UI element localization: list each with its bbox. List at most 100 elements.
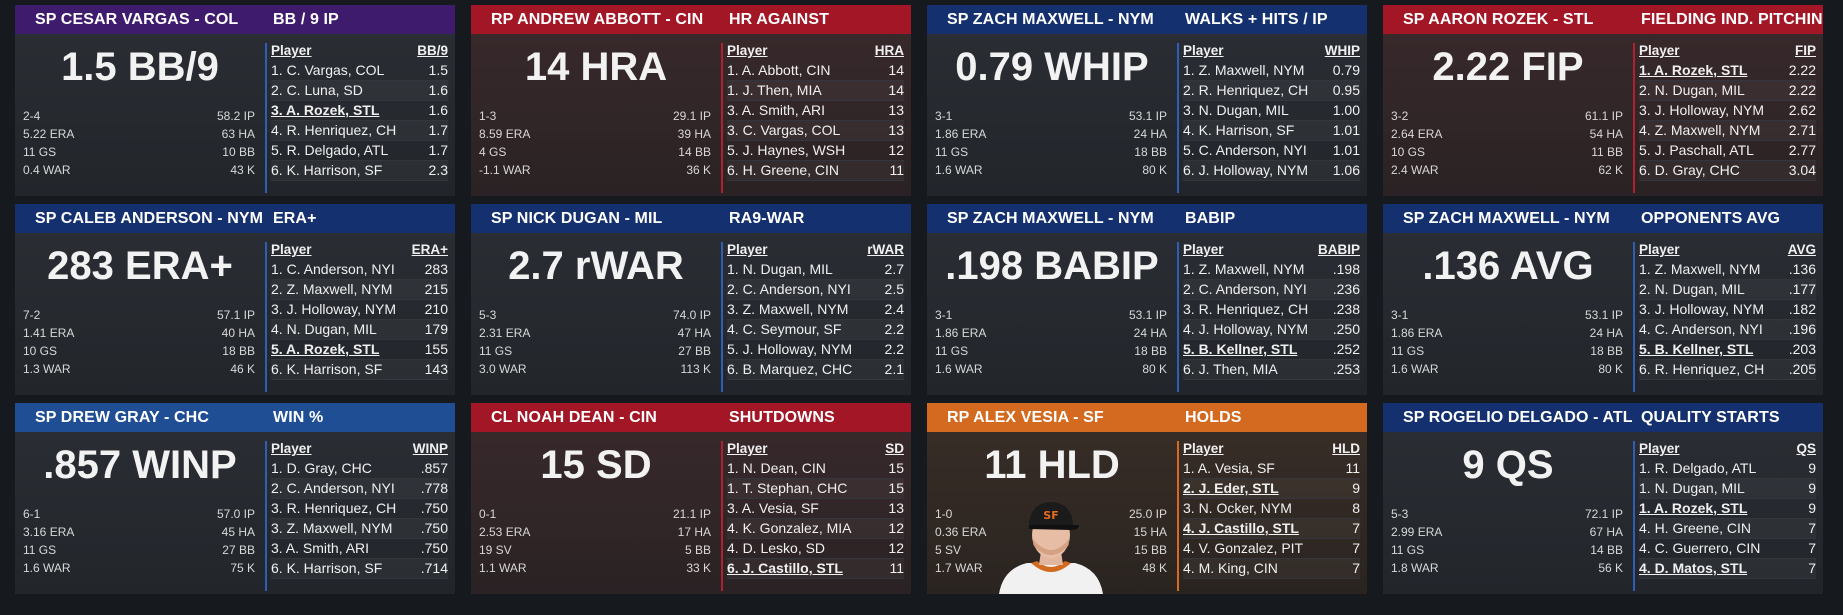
leaderboard-header: Player FIP: [1639, 43, 1816, 58]
player-bio: 3-2 61.1 IP 2.64 ERA 54 HA 10 GS 11 BB 2.4 …: [1391, 107, 1623, 179]
leaderboard-row[interactable]: 1. C. Vargas, COL 1.5: [271, 61, 448, 81]
leaderboard-row[interactable]: 4. C. Seymour, SF 2.2: [727, 320, 904, 340]
bio-row: 10 GS 11 BB: [1391, 145, 1623, 159]
leaderboard-row[interactable]: 5. J. Haynes, WSH 12: [727, 141, 904, 161]
leaderboard-row[interactable]: 1. A. Rozek, STL 2.22: [1639, 61, 1816, 81]
leaderboard-row[interactable]: 3. N. Dugan, MIL 1.00: [1183, 101, 1360, 121]
leaderboard-row[interactable]: 2. N. Dugan, MIL 2.22: [1639, 81, 1816, 101]
leaderboard-row[interactable]: 4. K. Gonzalez, MIA 12: [727, 519, 904, 539]
leaderboard-row[interactable]: 1. R. Delgado, ATL 9: [1639, 459, 1816, 479]
leaderboard-row[interactable]: 1. A. Vesia, SF 11: [1183, 459, 1360, 479]
leaderboard-row[interactable]: 1. J. Then, MIA 14: [727, 81, 904, 101]
bio-row: 0.36 ERA 15 HA: [935, 525, 1167, 539]
player-bio: 2-4 58.2 IP 5.22 ERA 63 HA 11 GS 10 BB 0.4 …: [23, 107, 255, 179]
leaderboard-row[interactable]: 4. J. Holloway, NYM .250: [1183, 320, 1360, 340]
bio-row: 19 SV 5 BB: [479, 543, 711, 557]
leaderboard-row[interactable]: 1. N. Dugan, MIL 9: [1639, 479, 1816, 499]
leaderboard-row[interactable]: 3. J. Holloway, NYM 2.62: [1639, 101, 1816, 121]
player-bio: 0-1 21.1 IP 2.53 ERA 17 HA 19 SV 5 BB 1.1 W…: [479, 505, 711, 577]
leaderboard-row[interactable]: 1. A. Rozek, STL 9: [1639, 499, 1816, 519]
leaderboard-row[interactable]: 4. J. Castillo, STL 7: [1183, 519, 1360, 539]
bio-row: 1.86 ERA 24 HA: [1391, 326, 1623, 340]
card-stat-title: SHUTDOWNS: [729, 408, 835, 426]
leaderboard-row[interactable]: 2. J. Eder, STL 9: [1183, 479, 1360, 499]
leaderboard-row[interactable]: 4. H. Greene, CIN 7: [1639, 519, 1816, 539]
card-win-pct: SP DREW GRAY - CHC WIN % .857 WINP 6-1 57…: [15, 403, 455, 594]
card-shutdowns: CL NOAH DEAN - CIN SHUTDOWNS 15 SD 0-1 21…: [471, 403, 911, 594]
leaderboard-row[interactable]: 4. D. Matos, STL 7: [1639, 559, 1816, 579]
leaderboard-row[interactable]: 4. M. King, CIN 7: [1183, 559, 1360, 579]
leaderboard-row[interactable]: 2. C. Anderson, NYI .236: [1183, 280, 1360, 300]
leaderboard-row[interactable]: 6. K. Harrison, SF 143: [271, 360, 448, 380]
bio-row: 7-2 57.1 IP: [23, 308, 255, 322]
leaderboard-row[interactable]: 1. Z. Maxwell, NYM 0.79: [1183, 61, 1360, 81]
leaderboard-row[interactable]: 4. C. Guerrero, CIN 7: [1639, 539, 1816, 559]
card-player-title: SP ROGELIO DELGADO - ATL: [1403, 408, 1633, 426]
leaderboard-row[interactable]: 3. A. Rozek, STL 1.6: [271, 101, 448, 121]
leaderboard-row[interactable]: 6. J. Then, MIA .253: [1183, 360, 1360, 380]
card-player-title: SP CALEB ANDERSON - NYM: [35, 209, 264, 227]
leaderboard-row[interactable]: 1. Z. Maxwell, NYM .198: [1183, 260, 1360, 280]
leaderboard-row[interactable]: 2. C. Anderson, NYI 2.5: [727, 280, 904, 300]
leaderboard-row[interactable]: 6. K. Harrison, SF .714: [271, 559, 448, 579]
leaderboard-row[interactable]: 6. D. Gray, CHC 3.04: [1639, 161, 1816, 181]
leaderboard-row[interactable]: 1. C. Anderson, NYI 283: [271, 260, 448, 280]
leaderboard-row[interactable]: 4. C. Anderson, NYI .196: [1639, 320, 1816, 340]
leaderboard-row[interactable]: 6. R. Henriquez, CH .205: [1639, 360, 1816, 380]
leaderboard-row[interactable]: 3. Z. Maxwell, NYM 2.4: [727, 300, 904, 320]
leaderboard-row[interactable]: 5. B. Kellner, STL .252: [1183, 340, 1360, 360]
leaderboard-row[interactable]: 3. R. Henriquez, CH .238: [1183, 300, 1360, 320]
card-stat-title: BABIP: [1185, 209, 1236, 227]
leaderboard-row[interactable]: 5. A. Rozek, STL 155: [271, 340, 448, 360]
leaderboard-row[interactable]: 3. N. Ocker, NYM 8: [1183, 499, 1360, 519]
leaderboard-row[interactable]: 3. C. Vargas, COL 13: [727, 121, 904, 141]
leaderboard-row[interactable]: 6. J. Castillo, STL 11: [727, 559, 904, 579]
leaderboard-row[interactable]: 5. J. Holloway, NYM 2.2: [727, 340, 904, 360]
leaderboard-row[interactable]: 5. C. Anderson, NYI 1.01: [1183, 141, 1360, 161]
leaderboard-row[interactable]: 1. A. Abbott, CIN 14: [727, 61, 904, 81]
leaderboard-row[interactable]: 6. B. Marquez, CHC 2.1: [727, 360, 904, 380]
leaderboard-row[interactable]: 1. T. Stephan, CHC 15: [727, 479, 904, 499]
divider: [1633, 441, 1635, 591]
leaderboard-row[interactable]: 1. D. Gray, CHC .857: [271, 459, 448, 479]
leaderboard-row[interactable]: 3. A. Vesia, SF 13: [727, 499, 904, 519]
leaderboard-row[interactable]: 5. J. Paschall, ATL 2.77: [1639, 141, 1816, 161]
leaderboard-row[interactable]: 4. R. Henriquez, CH 1.7: [271, 121, 448, 141]
leaderboard-row[interactable]: 5. B. Kellner, STL .203: [1639, 340, 1816, 360]
leaderboard-row[interactable]: 4. Z. Maxwell, NYM 2.71: [1639, 121, 1816, 141]
leaderboard-row[interactable]: 3. J. Holloway, NYM 210: [271, 300, 448, 320]
leaderboard-header: Player SD: [727, 441, 904, 456]
leaderboard-row[interactable]: 6. K. Harrison, SF 2.3: [271, 161, 448, 181]
leaderboard-row[interactable]: 3. J. Holloway, NYM .182: [1639, 300, 1816, 320]
leaderboard-row[interactable]: 4. D. Lesko, SD 12: [727, 539, 904, 559]
leaderboard-row[interactable]: 3. A. Smith, ARI .750: [271, 539, 448, 559]
player-bio: 7-2 57.1 IP 1.41 ERA 40 HA 10 GS 18 BB 1.3 …: [23, 306, 255, 378]
leaderboard-row[interactable]: 1. Z. Maxwell, NYM .136: [1639, 260, 1816, 280]
leaderboard-row[interactable]: 2. N. Dugan, MIL .177: [1639, 280, 1816, 300]
bio-row: 2.4 WAR 62 K: [1391, 163, 1623, 177]
bio-row: 1.7 WAR 48 K: [935, 561, 1167, 575]
leaderboard-header: Player QS: [1639, 441, 1816, 456]
leaderboard-row[interactable]: 2. C. Luna, SD 1.6: [271, 81, 448, 101]
divider: [265, 441, 267, 591]
leaderboard-row[interactable]: 2. C. Anderson, NYI .778: [271, 479, 448, 499]
bio-row: 3.0 WAR 113 K: [479, 362, 711, 376]
leaderboard-row[interactable]: 3. Z. Maxwell, NYM .750: [271, 519, 448, 539]
leaderboard-row[interactable]: 4. K. Harrison, SF 1.01: [1183, 121, 1360, 141]
leaderboard-row[interactable]: 3. R. Henriquez, CH .750: [271, 499, 448, 519]
leaderboard-row[interactable]: 5. R. Delgado, ATL 1.7: [271, 141, 448, 161]
leaderboard-row[interactable]: 2. Z. Maxwell, NYM 215: [271, 280, 448, 300]
leaderboard-row[interactable]: 2. R. Henriquez, CH 0.95: [1183, 81, 1360, 101]
big-stat: .136 AVG: [1422, 244, 1594, 288]
leaderboard-row[interactable]: 1. N. Dugan, MIL 2.7: [727, 260, 904, 280]
leaderboard-row[interactable]: 6. H. Greene, CIN 11: [727, 161, 904, 181]
card-player-title: SP AARON ROZEK - STL: [1403, 10, 1594, 28]
leaderboard-row[interactable]: 3. A. Smith, ARI 13: [727, 101, 904, 121]
player-bio: 5-3 72.1 IP 2.99 ERA 67 HA 11 GS 14 BB 1.8 …: [1391, 505, 1623, 577]
leaderboard-row[interactable]: 4. V. Gonzalez, PIT 7: [1183, 539, 1360, 559]
leaderboard-row[interactable]: 1. N. Dean, CIN 15: [727, 459, 904, 479]
card-stat-title: ERA+: [273, 209, 317, 227]
leaderboard: Player AVG 1. Z. Maxwell, NYM .136 2. N. D…: [1639, 240, 1816, 380]
leaderboard-row[interactable]: 4. N. Dugan, MIL 179: [271, 320, 448, 340]
leaderboard-row[interactable]: 6. J. Holloway, NYM 1.06: [1183, 161, 1360, 181]
